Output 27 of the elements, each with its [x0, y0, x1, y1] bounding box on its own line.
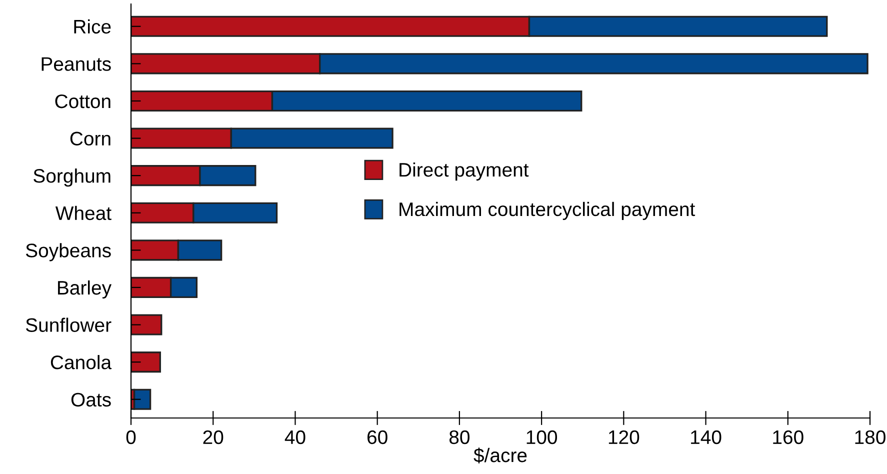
legend-label: Maximum countercyclical payment [400, 202, 696, 220]
x-tick-label: 140 [691, 430, 722, 444]
y-tick-label: Sunflower [26, 318, 112, 332]
y-tick-label: Peanuts [42, 57, 111, 71]
x-tick-label: 60 [368, 430, 388, 444]
y-tick-label: Oats [71, 392, 111, 407]
y-tick-label: Rice [74, 19, 111, 34]
x-tick-label: 180 [855, 430, 886, 444]
bar [133, 388, 152, 410]
y-tick-label: Corn [70, 132, 110, 146]
y-tick-label: Wheat [55, 206, 112, 220]
x-tick-label: 100 [526, 430, 558, 444]
x-tick-label: 0 [126, 430, 136, 444]
bar [131, 314, 162, 336]
x-tick-label: 80 [449, 430, 470, 444]
y-tick-label: Sorghum [34, 168, 110, 187]
y-tick-label: Barley [58, 280, 112, 299]
y-tick-label: Canola [50, 355, 112, 370]
x-tick-label: 40 [284, 430, 306, 444]
x-tick-label: 120 [608, 430, 640, 444]
x-axis-title: $/acre [474, 448, 527, 464]
y-tick-label: Cotton [55, 94, 110, 108]
x-tick-label: 20 [203, 430, 224, 444]
bar [131, 352, 161, 373]
y-tick-label: Soybeans [26, 243, 111, 262]
x-tick-label: 160 [773, 430, 804, 444]
legend-label: Direct payment [400, 162, 529, 181]
